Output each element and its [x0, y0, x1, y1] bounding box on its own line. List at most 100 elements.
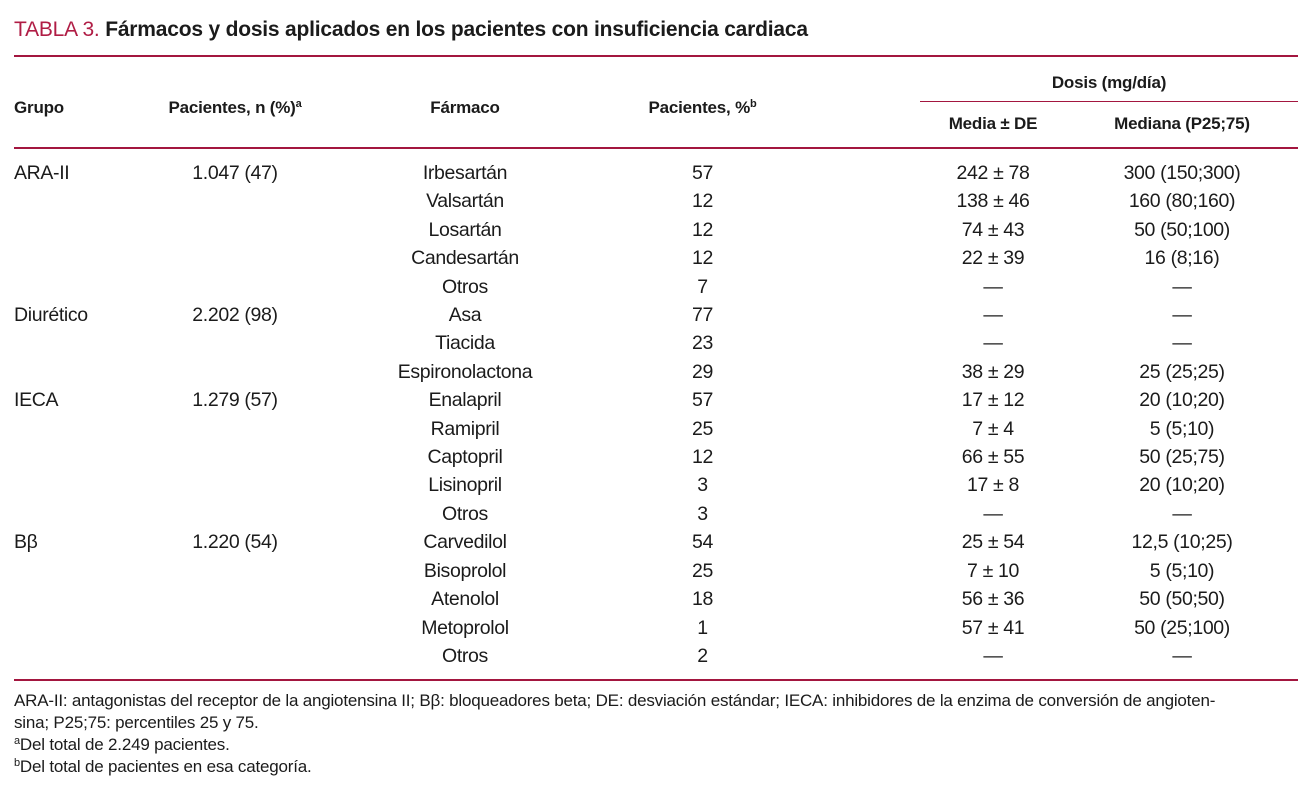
cell-spacer	[785, 301, 920, 329]
cell-farmaco: Valsartán	[426, 190, 504, 213]
cell-farmaco: Otros	[442, 502, 488, 525]
cell-spacer	[785, 585, 920, 613]
cell-media: 25 ± 54	[961, 531, 1025, 554]
table-row: Tiacida 23 — —	[14, 329, 1298, 357]
cell-spacer	[785, 415, 920, 443]
cell-mediana: —	[1172, 332, 1192, 355]
cell-pacientes-n	[160, 642, 310, 680]
cell-farmaco: Otros	[442, 275, 488, 298]
cell-spacer	[785, 500, 920, 528]
cell-pacientes-n	[160, 273, 310, 301]
cell-spacer	[785, 187, 920, 215]
cell-spacer	[785, 216, 920, 244]
cell-pacientes-pct: 25	[692, 559, 713, 582]
cell-pacientes-pct: 3	[697, 502, 708, 525]
cell-pacientes-n	[160, 557, 310, 585]
cell-grupo	[14, 273, 160, 301]
cell-media: —	[983, 304, 1003, 327]
table-title-text: Fármacos y dosis aplicados en los pacien…	[105, 18, 808, 41]
cell-farmaco: Irbesartán	[422, 162, 508, 184]
cell-mediana: —	[1172, 275, 1192, 298]
cell-mediana: 16 (8;16)	[1144, 247, 1220, 270]
cell-mediana: 12,5 (10;25)	[1131, 531, 1233, 554]
table-row: Otros 7 — —	[14, 273, 1298, 301]
cell-mediana: 25 (25;25)	[1139, 360, 1225, 383]
column-group-header-dosis: Dosis (mg/día)	[920, 56, 1299, 102]
cell-pacientes-pct: 1	[697, 616, 708, 639]
cell-pacientes-pct: 23	[692, 332, 713, 355]
cell-grupo	[14, 443, 160, 471]
cell-mediana: 50 (25;75)	[1139, 446, 1225, 469]
footnote-abbreviations-line2: sina; P25;75: percentiles 25 y 75.	[14, 713, 259, 733]
table-row: Bβ 1.220 (54) Carvedilol 54 25 ± 54 12,5…	[14, 528, 1298, 556]
cell-pacientes-pct: 7	[697, 275, 708, 298]
cell-spacer	[785, 148, 920, 187]
cell-media: 7 ± 4	[972, 417, 1014, 440]
cell-farmaco: Tiacida	[435, 332, 495, 355]
cell-pacientes-n	[160, 471, 310, 499]
cell-grupo	[14, 614, 160, 642]
cell-pacientes-pct: 25	[692, 417, 713, 440]
cell-pacientes-n: 1.279 (57)	[192, 389, 278, 412]
cell-media: 66 ± 55	[961, 446, 1025, 469]
cell-pacientes-n	[160, 500, 310, 528]
cell-media: 74 ± 43	[961, 218, 1025, 241]
cell-mediana: 5 (5;10)	[1149, 417, 1215, 440]
cell-mediana: 300 (150;300)	[1123, 162, 1241, 184]
footnote-abbreviations-line1: ARA-II: antagonistas del receptor de la …	[14, 691, 1216, 711]
cell-pacientes-n	[160, 244, 310, 272]
cell-pacientes-pct: 54	[692, 531, 713, 554]
cell-mediana: 5 (5;10)	[1149, 559, 1215, 582]
cell-mediana: 20 (10;20)	[1139, 389, 1225, 412]
column-header-pacientes-n-text: Pacientes, n (%)	[168, 98, 296, 117]
table-footnotes: ARA-II: antagonistas del receptor de la …	[14, 690, 1298, 777]
cell-pacientes-n: 2.202 (98)	[192, 304, 278, 327]
column-header-mediana: Mediana (P25;75)	[1114, 114, 1250, 134]
cell-farmaco: Espironolactona	[397, 360, 533, 383]
cell-mediana: 50 (50;50)	[1139, 588, 1225, 611]
cell-pacientes-pct: 77	[692, 304, 713, 327]
cell-pacientes-n	[160, 216, 310, 244]
cell-grupo	[14, 187, 160, 215]
column-header-farmaco: Fármaco	[430, 98, 500, 117]
cell-farmaco: Bisoprolol	[423, 559, 507, 582]
cell-spacer	[785, 273, 920, 301]
cell-spacer	[785, 443, 920, 471]
footnote-a: aDel total de 2.249 pacientes.	[14, 734, 1298, 756]
column-header-pacientes-pct: Pacientes, %b	[620, 56, 785, 148]
cell-grupo	[14, 471, 160, 499]
cell-pacientes-pct: 12	[692, 218, 713, 241]
cell-spacer	[785, 557, 920, 585]
cell-spacer	[785, 471, 920, 499]
cell-grupo	[14, 557, 160, 585]
cell-media: 57 ± 41	[961, 616, 1025, 639]
cell-spacer	[785, 614, 920, 642]
footnote-b-text: Del total de pacientes en esa categoría.	[19, 756, 312, 776]
footnote-marker-a: a	[295, 98, 302, 110]
footnote-b-marker: b	[14, 756, 20, 769]
cell-mediana: —	[1172, 644, 1192, 667]
cell-mediana: 160 (80;160)	[1128, 190, 1236, 213]
cell-pacientes-pct: 57	[692, 162, 713, 184]
footnote-a-marker: a	[14, 734, 20, 747]
article-table-page: TABLA 3. Fármacos y dosis aplicados en l…	[14, 18, 1299, 777]
cell-pacientes-n	[160, 614, 310, 642]
cell-media: 17 ± 8	[967, 474, 1019, 497]
cell-pacientes-pct: 12	[692, 247, 713, 270]
cell-grupo: IECA	[14, 389, 59, 412]
cell-farmaco: Losartán	[428, 218, 502, 241]
cell-media: 38 ± 29	[961, 360, 1025, 383]
table-row: Metoprolol 1 57 ± 41 50 (25;100)	[14, 614, 1298, 642]
cell-spacer	[785, 528, 920, 556]
cell-grupo	[14, 415, 160, 443]
table-row: Diurético 2.202 (98) Asa 77 — —	[14, 301, 1298, 329]
cell-farmaco: Atenolol	[431, 588, 499, 611]
cell-pacientes-pct: 18	[692, 588, 713, 611]
cell-media: —	[983, 275, 1003, 298]
table-body: ARA-II 1.047 (47) Irbesartán 57 242 ± 78…	[14, 148, 1298, 680]
table-row: Otros 3 — —	[14, 500, 1298, 528]
cell-pacientes-pct: 12	[692, 190, 713, 213]
column-header-grupo: Grupo	[14, 98, 64, 117]
cell-spacer	[785, 358, 920, 386]
table-row: Valsartán 12 138 ± 46 160 (80;160)	[14, 187, 1298, 215]
